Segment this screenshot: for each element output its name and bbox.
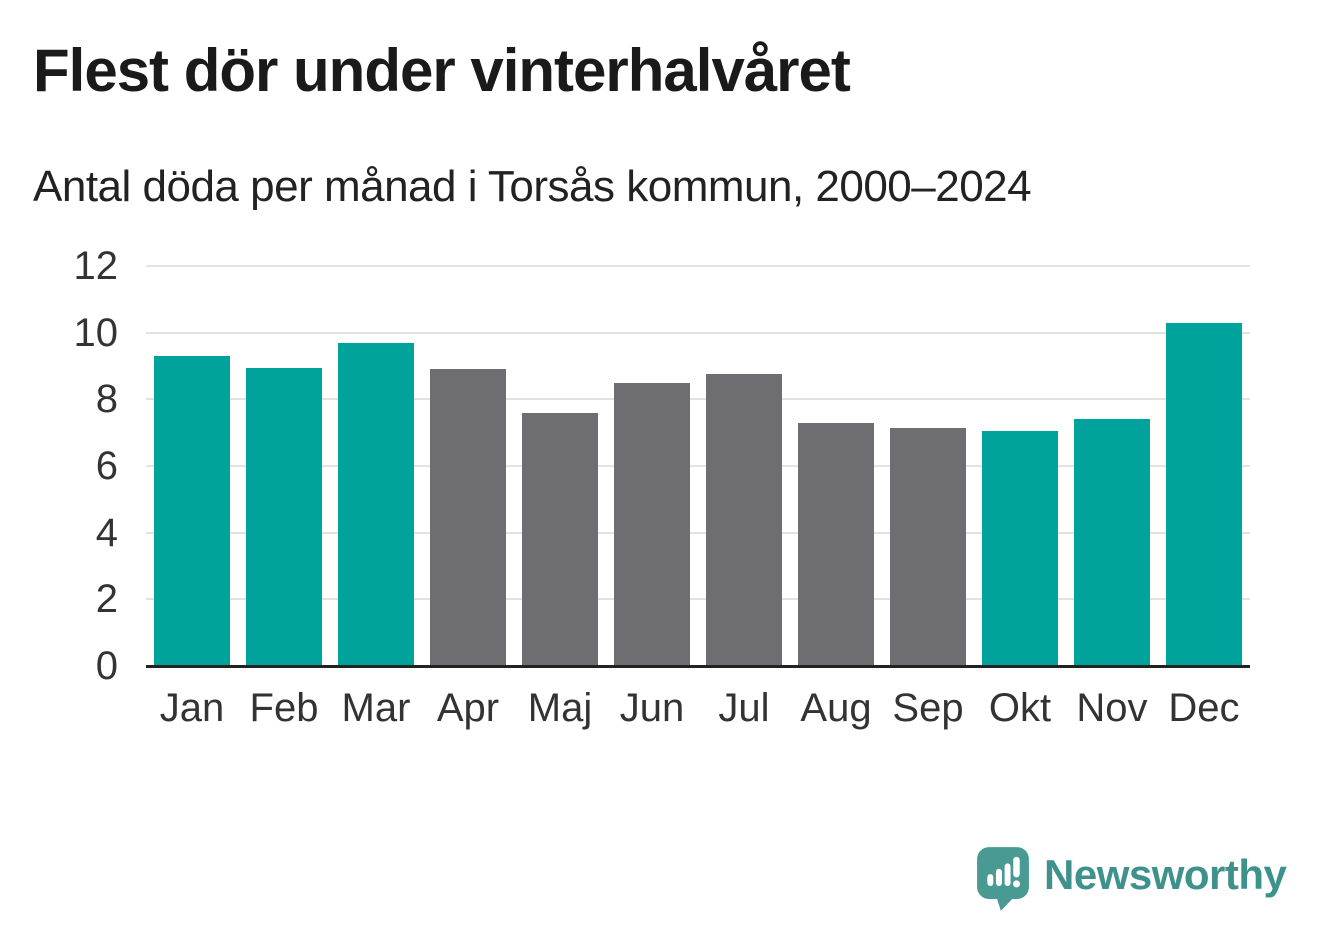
x-tick-label-okt: Okt: [988, 686, 1052, 730]
gridline-y8: [146, 398, 1250, 401]
y-tick-label-2: 2: [95, 577, 118, 622]
x-tick-label-maj: Maj: [527, 686, 593, 730]
y-tick-label-10: 10: [73, 310, 119, 355]
bar-okt: [982, 431, 1058, 666]
x-tick-label-jul: Jul: [718, 686, 770, 730]
x-tick-label-feb: Feb: [249, 686, 319, 730]
x-tick-label-jun: Jun: [619, 686, 685, 730]
bar-dec: [1166, 323, 1242, 666]
chart-subtitle: Antal döda per månad i Torsås kommun, 20…: [33, 162, 1032, 211]
x-tick-label-aug: Aug: [800, 686, 872, 730]
bar-apr: [430, 369, 506, 666]
gridline-y2: [146, 598, 1250, 601]
x-axis-line: [146, 665, 1250, 668]
chart-title: Flest dör under vinterhalvåret: [33, 37, 851, 104]
bar-jan: [154, 356, 230, 666]
gridline-y10: [146, 331, 1250, 334]
plot-area: [146, 265, 1250, 668]
bar-jun: [614, 383, 690, 666]
x-tick-label-nov: Nov: [1076, 686, 1148, 730]
bar-jul: [706, 374, 782, 666]
x-tick-label-apr: Apr: [436, 686, 500, 730]
y-tick-label-6: 6: [95, 444, 118, 488]
bar-nov: [1074, 419, 1150, 666]
x-tick-label-mar: Mar: [341, 686, 411, 730]
x-tick-label-dec: Dec: [1168, 686, 1240, 730]
x-tick-label-sep: Sep: [892, 686, 964, 730]
y-tick-label-12: 12: [73, 244, 119, 288]
newsworthy-wordmark: Newsworthy: [1044, 851, 1287, 898]
gridline-y6: [146, 465, 1250, 467]
y-tick-label-0: 0: [95, 644, 118, 688]
y-tick-label-8: 8: [95, 377, 118, 422]
y-tick-label-4: 4: [95, 510, 118, 555]
x-tick-label-jan: Jan: [159, 686, 225, 730]
bar-feb: [246, 368, 322, 666]
newsworthy-speech-bubble-bars-icon: [977, 847, 1029, 911]
bar-mar: [338, 343, 414, 666]
gridline-y12: [146, 265, 1250, 267]
newsworthy-logo: Newsworthy: [976, 846, 1287, 912]
bar-sep: [890, 428, 966, 666]
bar-maj: [522, 413, 598, 666]
gridline-y4: [146, 531, 1250, 534]
bar-aug: [798, 423, 874, 666]
